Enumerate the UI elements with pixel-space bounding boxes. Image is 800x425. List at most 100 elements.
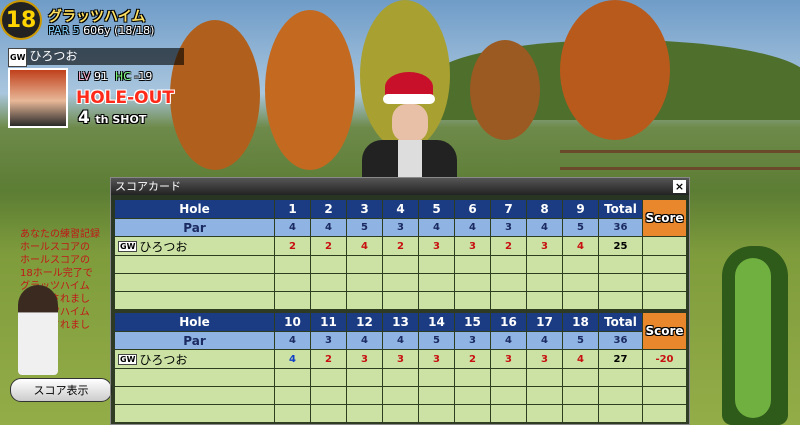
par-value: 4 — [491, 332, 527, 350]
empty-cell — [599, 369, 643, 387]
hole-number: 18 — [563, 313, 599, 332]
empty-cell — [491, 405, 527, 423]
par-value: 3 — [455, 332, 491, 350]
empty-cell — [455, 405, 491, 423]
par-value: 4 — [347, 332, 383, 350]
player-bar: GW ひろつお — [8, 48, 184, 67]
empty-cell — [383, 256, 419, 274]
player-cell: GW ひろつお — [115, 350, 275, 369]
window-title: スコアカード — [111, 178, 689, 195]
empty-cell — [115, 256, 275, 274]
empty-cell — [383, 405, 419, 423]
empty-cell — [455, 387, 491, 405]
empty-cell — [419, 292, 455, 310]
face — [392, 104, 428, 142]
empty-cell — [275, 369, 311, 387]
empty-cell — [311, 387, 347, 405]
par-value: 5 — [563, 332, 599, 350]
empty-cell — [347, 369, 383, 387]
empty-cell — [527, 387, 563, 405]
player-score — [643, 237, 687, 256]
score-button[interactable]: スコア表示 — [10, 378, 112, 402]
empty-cell — [563, 369, 599, 387]
shirt — [398, 140, 422, 180]
hole-score: 2 — [383, 237, 419, 256]
empty-cell — [275, 387, 311, 405]
shot: 4 th SHOT — [78, 108, 146, 128]
close-button[interactable]: × — [673, 180, 686, 193]
empty-cell — [563, 292, 599, 310]
empty-cell — [455, 256, 491, 274]
score-label: Score — [643, 313, 687, 350]
hole-score: 2 — [311, 237, 347, 256]
hole-label: Hole — [115, 313, 275, 332]
scorecard-window: スコアカード × Hole 1 2 3 4 5 6 7 8 9 Total Score Par 4 4 5 3 4… — [110, 177, 690, 425]
stats: LV 91 HC -19 — [78, 70, 152, 83]
empty-cell — [419, 387, 455, 405]
hole-score: 3 — [455, 237, 491, 256]
hole-number: 18 — [0, 0, 42, 40]
empty-cell — [643, 274, 687, 292]
hole-number: 11 — [311, 313, 347, 332]
hole-score: 2 — [275, 237, 311, 256]
hole-detail: PAR 5 606y (18/18) — [48, 24, 154, 37]
par-value: 4 — [419, 219, 455, 237]
tree — [560, 0, 670, 140]
hole-number: 7 — [491, 200, 527, 219]
player-total: 25 — [599, 237, 643, 256]
empty-cell — [455, 292, 491, 310]
total-label: Total — [599, 313, 643, 332]
hole-out: HOLE-OUT — [76, 88, 175, 108]
empty-cell — [527, 274, 563, 292]
hole-number: 10 — [275, 313, 311, 332]
hole-score: 3 — [347, 350, 383, 369]
level: 91 — [93, 70, 108, 83]
fence — [560, 150, 800, 170]
hole-score: 3 — [527, 237, 563, 256]
empty-cell — [643, 405, 687, 423]
empty-cell — [563, 405, 599, 423]
empty-cell — [383, 369, 419, 387]
empty-cell — [275, 256, 311, 274]
empty-cell — [599, 256, 643, 274]
par-value: 5 — [419, 332, 455, 350]
hole-score: 3 — [527, 350, 563, 369]
progress: (18/18) — [114, 24, 155, 37]
empty-cell — [311, 369, 347, 387]
par-value: 3 — [311, 332, 347, 350]
caddie — [18, 285, 58, 375]
empty-cell — [275, 292, 311, 310]
empty-cell — [347, 292, 383, 310]
empty-cell — [491, 369, 527, 387]
chat-line: グラッツハイム — [20, 281, 90, 292]
hole-number: 8 — [527, 200, 563, 219]
hole-label: Hole — [115, 200, 275, 219]
empty-cell — [491, 387, 527, 405]
player-name: ひろつお — [139, 352, 188, 367]
empty-cell — [491, 256, 527, 274]
score-label: Score — [643, 200, 687, 237]
empty-cell — [491, 274, 527, 292]
tree — [470, 40, 540, 140]
empty-cell — [115, 405, 275, 423]
empty-cell — [643, 369, 687, 387]
player-score: -20 — [643, 350, 687, 369]
hole-score: 3 — [383, 350, 419, 369]
empty-cell — [455, 274, 491, 292]
badge: GW — [118, 240, 138, 252]
empty-cell — [491, 292, 527, 310]
empty-cell — [275, 274, 311, 292]
chat-line: ホールスコアの — [20, 255, 90, 266]
par-value: 4 — [383, 332, 419, 350]
player-name: ひろつお — [29, 49, 78, 63]
par-value: 4 — [275, 332, 311, 350]
hole-number: 3 — [347, 200, 383, 219]
empty-cell — [419, 405, 455, 423]
empty-cell — [599, 292, 643, 310]
empty-cell — [527, 292, 563, 310]
empty-cell — [115, 292, 275, 310]
empty-cell — [563, 256, 599, 274]
empty-cell — [563, 387, 599, 405]
hole-number: 5 — [419, 200, 455, 219]
